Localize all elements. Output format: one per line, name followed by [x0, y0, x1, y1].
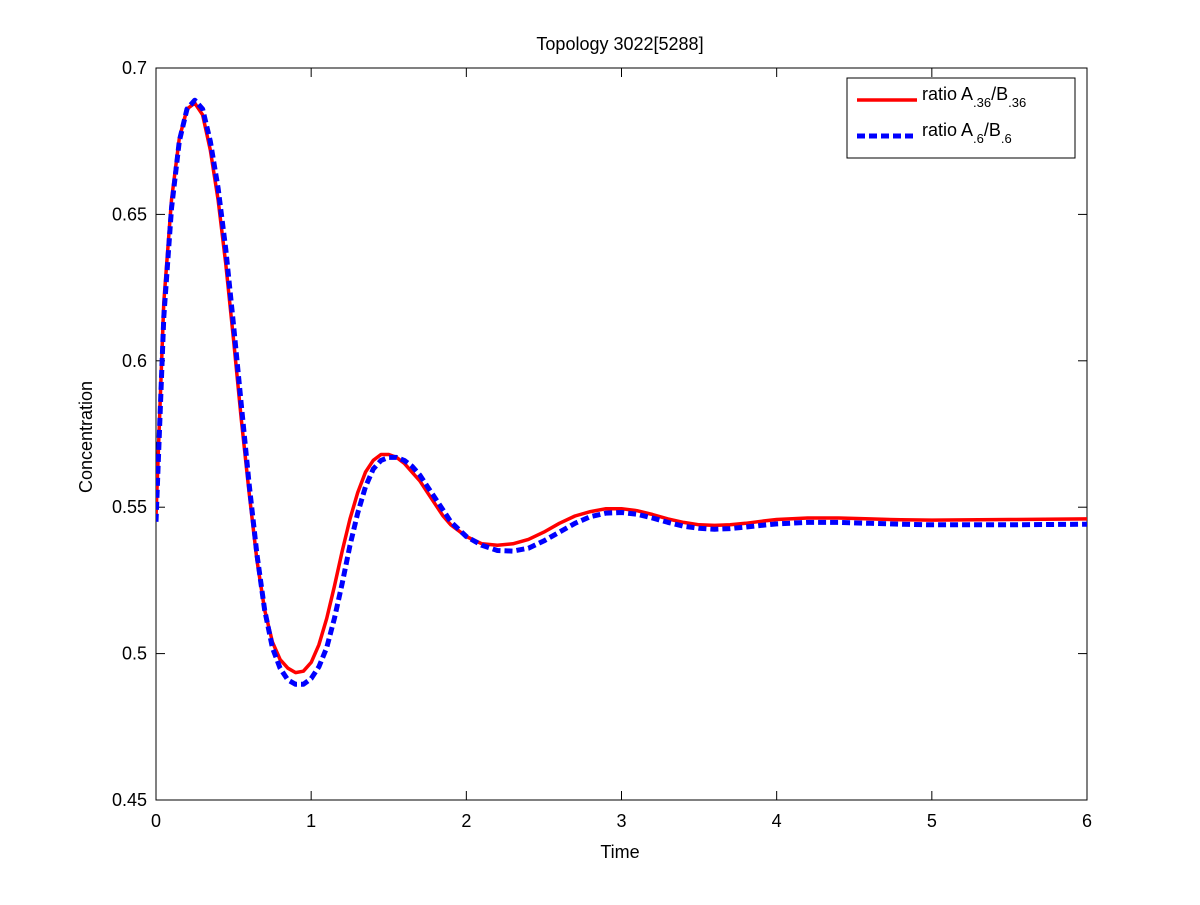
chart-title: Topology 3022[5288] — [536, 34, 703, 54]
legend-box — [846, 77, 1076, 159]
y-tick-label: 0.65 — [112, 204, 147, 224]
legend-entry-2: ratio A.6/B.6 — [922, 120, 1012, 146]
series-line-1 — [156, 101, 1087, 675]
y-tick-label: 0.55 — [112, 497, 147, 517]
x-tick-label: 4 — [772, 811, 782, 831]
x-tick-label: 6 — [1082, 811, 1092, 831]
x-tick-label: 2 — [461, 811, 471, 831]
series-line-2 — [156, 97, 1087, 687]
x-tick-label: 0 — [151, 811, 161, 831]
y-axis-label: Concentration — [76, 381, 96, 493]
x-axis-label: Time — [600, 842, 639, 862]
y-tick-label: 0.5 — [122, 644, 147, 664]
y-tick-label: 0.6 — [122, 351, 147, 371]
x-tick-label: 5 — [927, 811, 937, 831]
plot-frame — [155, 67, 1088, 801]
x-tick-label: 1 — [306, 811, 316, 831]
y-tick-label: 0.45 — [112, 790, 147, 810]
legend-entry-1: ratio A.36/B.36 — [922, 84, 1026, 110]
x-tick-label: 3 — [616, 811, 626, 831]
y-tick-label: 0.7 — [122, 58, 147, 78]
